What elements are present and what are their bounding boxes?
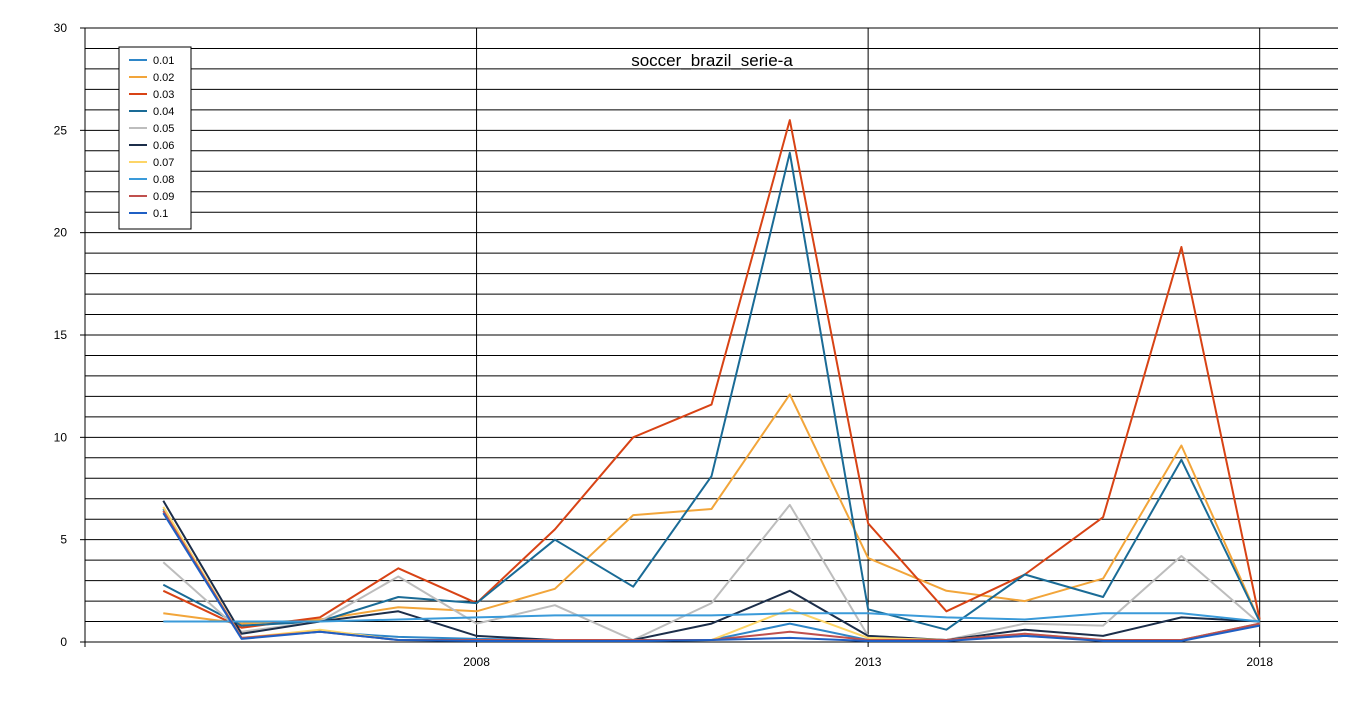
- legend-label: 0.04: [153, 106, 174, 118]
- series-line-0.02: [163, 393, 1261, 625]
- y-tick-label: 25: [54, 123, 68, 137]
- legend-label: 0.1: [153, 208, 168, 220]
- series-line-0.06: [162, 500, 1260, 641]
- legend-label: 0.03: [153, 89, 174, 101]
- x-tick-label: 2018: [1246, 655, 1273, 669]
- y-axis-tick-labels: 0 5 10 15 20 25 30: [54, 21, 68, 649]
- legend-label: 0.05: [153, 123, 174, 135]
- y-tick-label: 15: [54, 328, 68, 342]
- y-tick-label: 0: [60, 635, 67, 649]
- series-line-0.05: [162, 503, 1261, 641]
- x-axis-tick-labels: 2008 2013 2018: [463, 655, 1273, 669]
- series-lines: [162, 119, 1261, 642]
- legend-label: 0.06: [153, 140, 174, 152]
- y-tick-label: 10: [54, 430, 68, 444]
- series-line-0.03: [162, 119, 1261, 629]
- series-line-0.08: [163, 612, 1260, 623]
- legend-label: 0.01: [153, 55, 174, 67]
- legend-label: 0.08: [153, 174, 174, 186]
- gridlines: [85, 27, 1338, 647]
- x-tick-label: 2013: [855, 655, 882, 669]
- legend-label: 0.07: [153, 157, 174, 169]
- legend: 0.01 0.02 0.03 0.04 0.05 0.06 0.07 0.08 0.09 0.1: [118, 46, 192, 230]
- legend-label: 0.09: [153, 191, 174, 203]
- axes: [80, 27, 1338, 647]
- y-tick-label: 20: [54, 226, 68, 240]
- legend-label: 0.02: [153, 72, 174, 84]
- series-line-0.04: [162, 151, 1261, 631]
- x-tick-label: 2008: [463, 655, 490, 669]
- series-line-0.1: [162, 512, 1260, 642]
- y-tick-label: 5: [60, 533, 67, 547]
- y-tick-label: 30: [54, 21, 68, 35]
- chart-title: soccer_brazil_serie-a: [631, 51, 793, 70]
